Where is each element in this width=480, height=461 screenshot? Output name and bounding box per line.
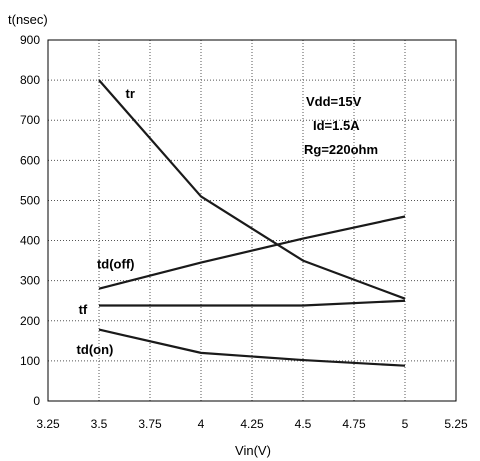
plot-area-border (47, 39, 457, 402)
x-tick-label: 3.5 (91, 417, 108, 431)
x-tick-label: 4.75 (342, 417, 366, 431)
grid-lines (48, 40, 456, 401)
series-line-tdon (98, 328, 406, 367)
y-tick-label: 300 (20, 274, 40, 288)
tick-labels: 0 100 200 300 400 500 600 700 800 900 3.25 3.5 3.75 4… (20, 33, 468, 431)
x-tick-label: 5 (402, 417, 409, 431)
x-tick-label: 4 (198, 417, 205, 431)
x-tick-label: 3.25 (36, 417, 60, 431)
series-label-tr: tr (126, 86, 135, 101)
y-tick-label: 700 (20, 113, 40, 127)
annotation-vdd: Vdd=15V (306, 94, 362, 109)
series-label-tf: tf (79, 302, 88, 317)
series-labels: tr td(off) tf td(on) (77, 86, 135, 357)
data-series (98, 79, 406, 367)
y-tick-label: 800 (20, 73, 40, 87)
y-axis-label: t(nsec) (8, 12, 48, 27)
y-tick-label: 600 (20, 153, 40, 167)
condition-annotations: Vdd=15V Id=1.5A Rg=220ohm (304, 94, 378, 157)
y-tick-label: 500 (20, 193, 40, 207)
y-tick-label: 100 (20, 354, 40, 368)
series-line-tdoff (98, 215, 406, 290)
x-tick-label: 4.25 (240, 417, 264, 431)
y-tick-label: 0 (33, 394, 40, 408)
x-tick-label: 5.25 (444, 417, 468, 431)
x-tick-label: 4.5 (295, 417, 312, 431)
y-tick-label: 400 (20, 234, 40, 248)
annotation-id: Id=1.5A (313, 118, 360, 133)
annotation-rg: Rg=220ohm (304, 142, 378, 157)
x-tick-label: 3.75 (138, 417, 162, 431)
x-axis-label: Vin(V) (235, 443, 271, 458)
series-label-tdon: td(on) (77, 342, 114, 357)
series-line-tr (98, 79, 406, 300)
series-label-tdoff: td(off) (97, 257, 135, 272)
y-tick-label: 900 (20, 33, 40, 47)
series-line-tf (99, 299, 406, 307)
y-tick-label: 200 (20, 314, 40, 328)
